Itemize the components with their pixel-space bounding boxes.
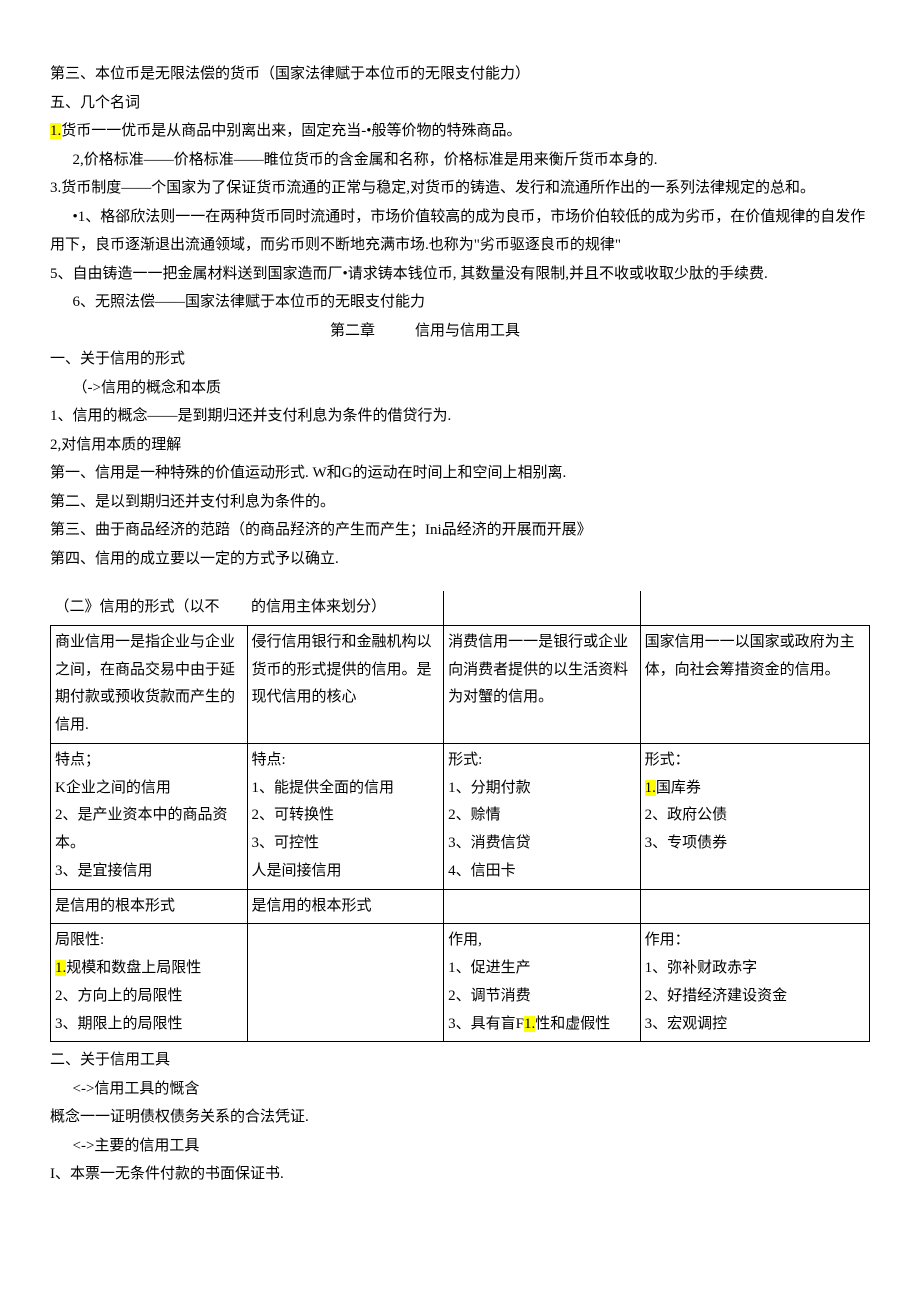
highlight: 1. [645, 780, 656, 796]
table-cell [247, 924, 444, 1042]
section-heading: 五、几个名词 [50, 89, 870, 118]
text-line: 第三、曲于商品经济的范踣（的商品羟济的产生而产生；Ini品经济的开展而开展》 [50, 516, 870, 545]
text-line: 5、自由铸造一一把金属材料送到国家造而厂•请求铸本钱位币, 其数量没有限制,并且… [50, 260, 870, 289]
table-cell: 作用, 1、促进生产 2、调节消费 3、具有盲F1.性和虚假性 [444, 924, 641, 1042]
text-line: <->信用工具的慨含 [50, 1075, 870, 1104]
text: 3、专项债券 [645, 835, 728, 851]
text-line: 1.货币一一优币是从商品中别离出来，固定充当-•般等价物的特殊商品。 [50, 117, 870, 146]
table-cell: 消费信用一一是银行或企业向消费者提供的以生活资料为对蟹的信用。 [444, 625, 641, 743]
text-line: I、本票一无条件付款的书面保证书. [50, 1160, 870, 1189]
text-line: 第一、信用是一种特殊的价值运动形式. W和G的运动在时间上和空间上相别离. [50, 459, 870, 488]
table-cell: 国家信用一一以国家或政府为主体，向社会筹措资金的信用。 [640, 625, 869, 743]
text: 3、具有盲F [448, 1016, 524, 1032]
text: 规模和数盘上局限性 [66, 960, 201, 976]
table-cell: 侵行信用银行和金融机构以货币的形式提供的信用。是现代信用的核心 [247, 625, 444, 743]
text-line: 概念一一证明债权债务关系的合法凭证. [50, 1103, 870, 1132]
table-row: 局限性: 1.规模和数盘上局限性 2、方向上的局限性 3、期限上的局限性 作用,… [51, 924, 870, 1042]
table-cell: 商业信用一是指企业与企业之间，在商品交易中由于延期付款或预收货款而产生的信用. [51, 625, 248, 743]
text-line: 2,价格标准——价格标准——睢位货币的含金属和名称，价格标准是用来衡斤货币本身的… [50, 146, 870, 175]
table-cell: 特点； K企业之间的信用 2、是产业资本中的商品资本。 3、是宜接信用 [51, 743, 248, 889]
text-line: 1、信用的概念——是到期归还并支付利息为条件的借贷行为. [50, 402, 870, 431]
text: 国库券 [656, 780, 701, 796]
text: 1、促进生产 [448, 960, 531, 976]
section-heading: 一、关于信用的形式 [50, 345, 870, 374]
text-line: 3.货币制度——个国家为了保证货币流通的正常与稳定,对货币的铸造、发行和流通所作… [50, 174, 870, 203]
table-cell [640, 889, 869, 924]
text-line: 6、无照法偿——国家法律赋于本位币的无眼支付能力 [50, 288, 870, 317]
text: 形式： [645, 752, 690, 768]
table-header-empty [640, 591, 869, 625]
text-line: 第二、是以到期归还并支付利息为条件的。 [50, 488, 870, 517]
highlight: 1. [524, 1016, 535, 1032]
text: 2、政府公债 [645, 807, 728, 823]
text: 作用, [448, 932, 482, 948]
table-cell: 作用： 1、弥补财政赤字 2、好措经济建设资金 3、宏观调控 [640, 924, 869, 1042]
text-line: <->主要的信用工具 [50, 1132, 870, 1161]
highlight: 1. [50, 123, 61, 139]
table-header: 的信用主体来划分） [247, 591, 444, 625]
chapter-title: 第二章 信用与信用工具 [50, 317, 870, 346]
text: 2、方向上的局限性 [55, 988, 183, 1004]
chapter-number: 第二章 [330, 317, 375, 346]
text-line: •1、格郤欣法则一一在两种货币同时流通时，市场价值较高的成为良币，市场价伯较低的… [50, 203, 870, 260]
section-heading: 二、关于信用工具 [50, 1046, 870, 1075]
credit-forms-table: （二》信用的形式（以不 的信用主体来划分） 商业信用一是指企业与企业之间，在商品… [50, 591, 870, 1042]
table-header: （二》信用的形式（以不 [51, 591, 248, 625]
table-cell: 特点: 1、能提供全面的信用 2、可转换性 3、可控性 人是间接信用 [247, 743, 444, 889]
table-row: 特点； K企业之间的信用 2、是产业资本中的商品资本。 3、是宜接信用 特点: … [51, 743, 870, 889]
table-cell: 是信用的根本形式 [51, 889, 248, 924]
table-cell: 是信用的根本形式 [247, 889, 444, 924]
text-line: 第四、信用的成立要以一定的方式予以确立. [50, 545, 870, 574]
table-cell: 形式： 1.国库券 2、政府公债 3、专项债券 [640, 743, 869, 889]
text: 局限性: [55, 932, 104, 948]
table-row: 是信用的根本形式 是信用的根本形式 [51, 889, 870, 924]
table-header-empty [444, 591, 641, 625]
highlight: 1. [55, 960, 66, 976]
text: 性和虚假性 [535, 1016, 610, 1032]
table-row: 商业信用一是指企业与企业之间，在商品交易中由于延期付款或预收货款而产生的信用. … [51, 625, 870, 743]
table-header-row: （二》信用的形式（以不 的信用主体来划分） [51, 591, 870, 625]
table-cell: 局限性: 1.规模和数盘上局限性 2、方向上的局限性 3、期限上的局限性 [51, 924, 248, 1042]
text: 2、调节消费 [448, 988, 531, 1004]
text-line: 第三、本位币是无限法偿的货币（国家法律赋于本位币的无限支付能力） [50, 60, 870, 89]
text: 货币一一优币是从商品中别离出来，固定充当-•般等价物的特殊商品。 [61, 123, 521, 139]
chapter-name: 信用与信用工具 [415, 323, 520, 339]
text-line: 2,对信用本质的理解 [50, 431, 870, 460]
table-cell [444, 889, 641, 924]
text-line: （->信用的概念和本质 [50, 374, 870, 403]
text: 3、期限上的局限性 [55, 1016, 183, 1032]
table-cell: 形式: 1、分期付款 2、赊情 3、消费信贷 4、信田卡 [444, 743, 641, 889]
